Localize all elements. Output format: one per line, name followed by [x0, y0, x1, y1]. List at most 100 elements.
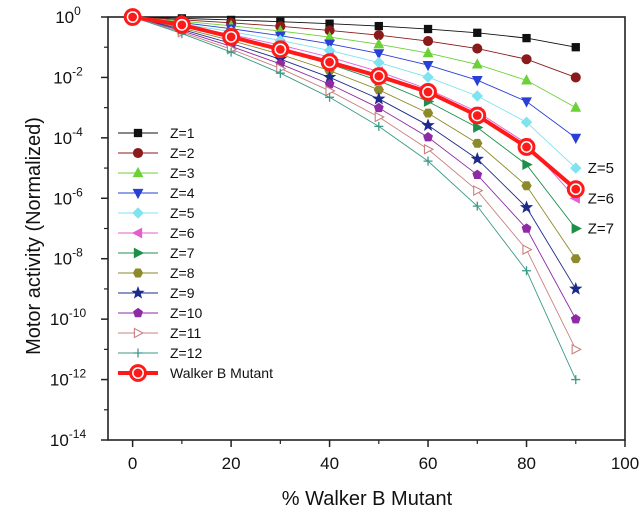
data-point	[521, 74, 532, 85]
data-point	[325, 92, 335, 102]
data-point	[172, 15, 191, 34]
data-point	[570, 72, 581, 83]
data-point	[472, 169, 483, 179]
data-point	[571, 223, 582, 234]
legend-item: Z=10	[118, 305, 203, 321]
legend-label: Z=11	[170, 325, 201, 341]
legend-marker	[133, 307, 143, 318]
legend-item: Z=4	[118, 185, 195, 201]
data-point	[374, 111, 385, 123]
legend-marker	[132, 147, 144, 159]
series-line	[132, 16, 577, 139]
data-point	[473, 122, 484, 133]
x-tick-label: 80	[517, 454, 536, 473]
y-tick-label: 10-8	[53, 246, 83, 269]
data-point	[422, 71, 434, 83]
data-point	[522, 244, 533, 256]
y-tick-label: 10-4	[53, 125, 83, 148]
legend-marker	[131, 286, 145, 299]
data-point	[325, 85, 336, 97]
legend-item: Z=2	[118, 145, 195, 161]
data-point	[521, 223, 532, 233]
data-point	[472, 43, 483, 54]
data-point	[517, 138, 536, 156]
axes: 0 20 40 60 80 100 100 10-2 10-4 10-6 10-8 10-10 10-1…	[50, 4, 639, 473]
data-point	[522, 159, 533, 171]
series-layer	[123, 8, 585, 385]
x-tick-label: 0	[128, 454, 137, 473]
legend-item: Z=11	[118, 325, 201, 341]
legend-label: Z=8	[170, 265, 195, 281]
series-line	[132, 16, 576, 48]
data-point	[571, 43, 580, 52]
legend-marker	[133, 247, 145, 259]
series-annotation: Z=5	[588, 160, 614, 177]
data-point	[374, 21, 383, 31]
y-tick-label: 10-10	[50, 306, 87, 329]
data-point	[373, 49, 385, 60]
data-point	[519, 200, 534, 214]
legend-label: Z=4	[170, 185, 195, 201]
data-point	[422, 46, 434, 58]
legend-label: Z=2	[170, 145, 195, 161]
x-axis-title: % Walker B Mutant	[282, 488, 453, 510]
legend: Z=1 Z=2 Z=3 Z=4 Z=5 Z=6 Z=7 Z=8 Z=9 Z=10 Z=11 Z=12 W…	[118, 125, 273, 382]
data-point	[570, 313, 581, 324]
series-line	[132, 16, 577, 380]
legend-label: Z=1	[170, 125, 195, 141]
series-line	[132, 16, 577, 290]
legend-label: Z=3	[170, 165, 195, 181]
data-point	[472, 201, 482, 211]
data-point	[423, 24, 433, 34]
legend-marker	[131, 227, 143, 239]
y-tick-label: 100	[55, 4, 81, 27]
data-point	[471, 76, 483, 87]
data-point	[570, 133, 582, 144]
x-tick-label: 100	[611, 454, 639, 473]
data-point	[520, 116, 533, 128]
series-line	[132, 16, 577, 169]
data-point	[373, 56, 385, 69]
series-line	[132, 16, 577, 320]
data-point	[373, 85, 384, 95]
series-line	[132, 16, 577, 350]
legend-marker	[133, 348, 143, 358]
data-point	[473, 28, 482, 37]
legend-item: Z=8	[118, 265, 195, 281]
data-point	[472, 138, 483, 148]
data-point	[471, 90, 484, 102]
data-point	[275, 68, 285, 78]
series-z-10	[127, 11, 581, 324]
data-point	[421, 118, 435, 131]
legend-item: Walker B Mutant	[118, 364, 273, 382]
data-point	[222, 27, 241, 46]
legend-label: Z=6	[170, 225, 195, 241]
x-tick-label: 40	[320, 454, 339, 473]
legend-label: Z=10	[170, 305, 203, 321]
series-line	[132, 16, 576, 78]
data-point	[271, 40, 290, 59]
y-tick-label: 10-14	[50, 427, 87, 450]
data-point	[226, 47, 236, 57]
series-annotation: Z=7	[588, 221, 614, 238]
data-point	[571, 343, 582, 355]
legend-label: Z=9	[170, 285, 195, 301]
data-point	[422, 60, 434, 72]
data-point	[422, 108, 434, 118]
data-point	[123, 8, 142, 26]
legend-label: Z=5	[170, 205, 195, 221]
legend-label: Z=7	[170, 245, 195, 261]
legend-item: Z=7	[118, 245, 195, 261]
data-point	[521, 97, 532, 108]
data-point	[423, 132, 433, 142]
x-tick-label: 20	[222, 454, 241, 473]
y-tick-label: 10-6	[53, 185, 83, 208]
legend-item: Z=9	[118, 285, 195, 301]
data-point	[571, 375, 581, 385]
data-point	[522, 266, 532, 276]
y-tick-label: 10-12	[50, 367, 87, 390]
data-point	[468, 106, 487, 125]
data-point	[372, 91, 386, 105]
data-point	[369, 67, 388, 86]
